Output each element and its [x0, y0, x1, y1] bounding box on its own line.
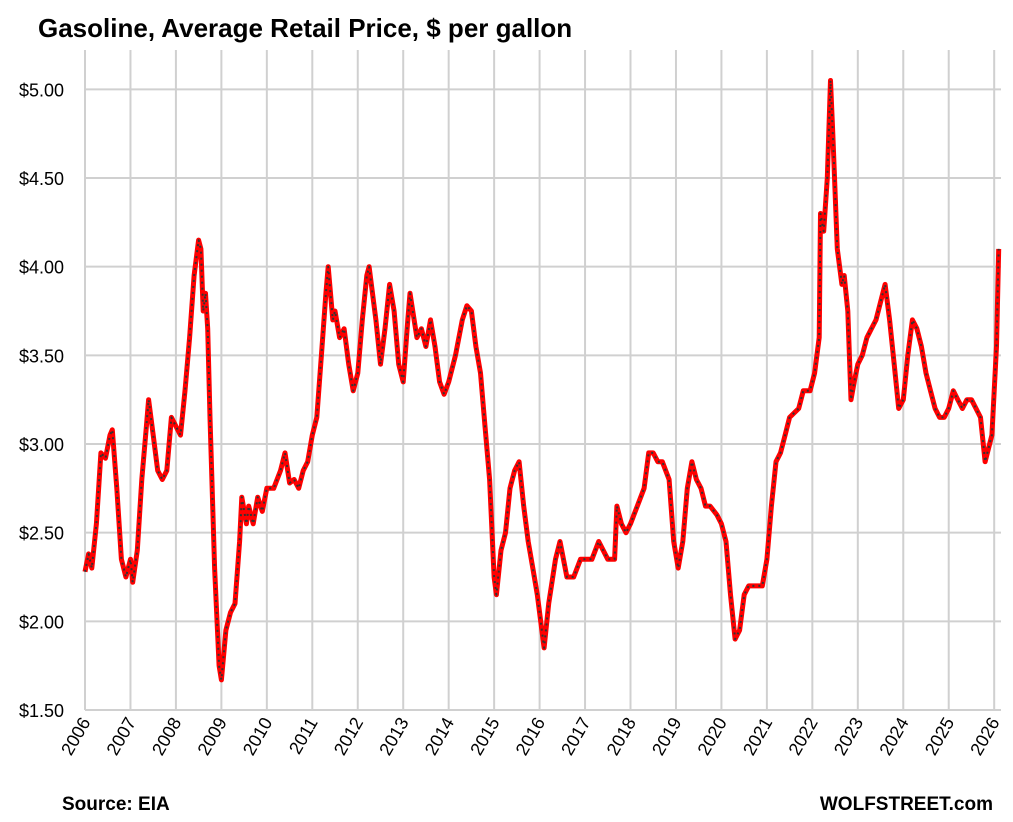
- line-dots: [84, 79, 1000, 681]
- y-tick-label: $1.50: [19, 701, 64, 721]
- y-tick-label: $3.50: [19, 346, 64, 366]
- y-tick-label: $2.00: [19, 612, 64, 632]
- y-tick-label: $5.00: [19, 80, 64, 100]
- credit: WOLFSTREET.com: [820, 794, 993, 815]
- chart-title: Gasoline, Average Retail Price, $ per ga…: [38, 13, 572, 43]
- y-tick-label: $4.50: [19, 169, 64, 189]
- source: Source: EIA: [62, 794, 170, 815]
- y-tick-label: $2.50: [19, 524, 64, 544]
- y-tick-label: $4.00: [19, 258, 64, 278]
- y-tick-label: $3.00: [19, 435, 64, 455]
